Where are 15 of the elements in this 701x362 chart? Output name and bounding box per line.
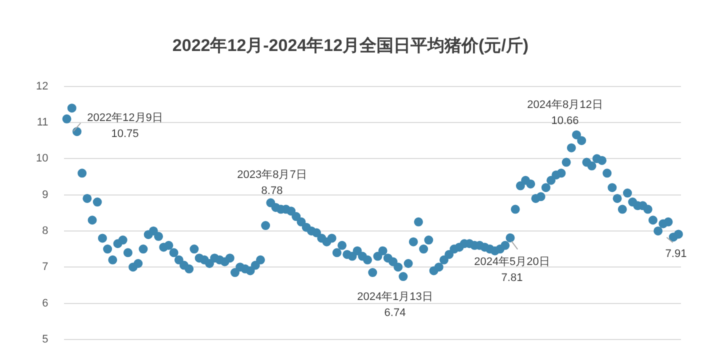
- y-tick-label: 10: [36, 152, 48, 165]
- chart-title: 2022年12月-2024年12月全国日平均猪价(元/斤): [172, 36, 529, 55]
- annotation: 2023年8月7日 8.78: [237, 168, 307, 199]
- y-tick-label: 5: [42, 333, 48, 346]
- y-tick-label: 12: [36, 80, 48, 92]
- annotation: 2022年12月9日 10.75: [87, 111, 163, 142]
- y-tick-label: 6: [42, 297, 48, 310]
- y-tick-label: 8: [42, 225, 48, 238]
- y-tick-label: 9: [42, 188, 48, 201]
- annotation: 2024年8月12日 10.66: [527, 98, 603, 129]
- annotation: 2024年5月20日 7.81: [474, 255, 550, 286]
- annotation: 2024年1月13日 6.74: [357, 290, 433, 321]
- y-tick-label: 7: [42, 261, 48, 274]
- y-tick-label: 11: [36, 116, 48, 129]
- annotation: 7.91: [665, 247, 687, 262]
